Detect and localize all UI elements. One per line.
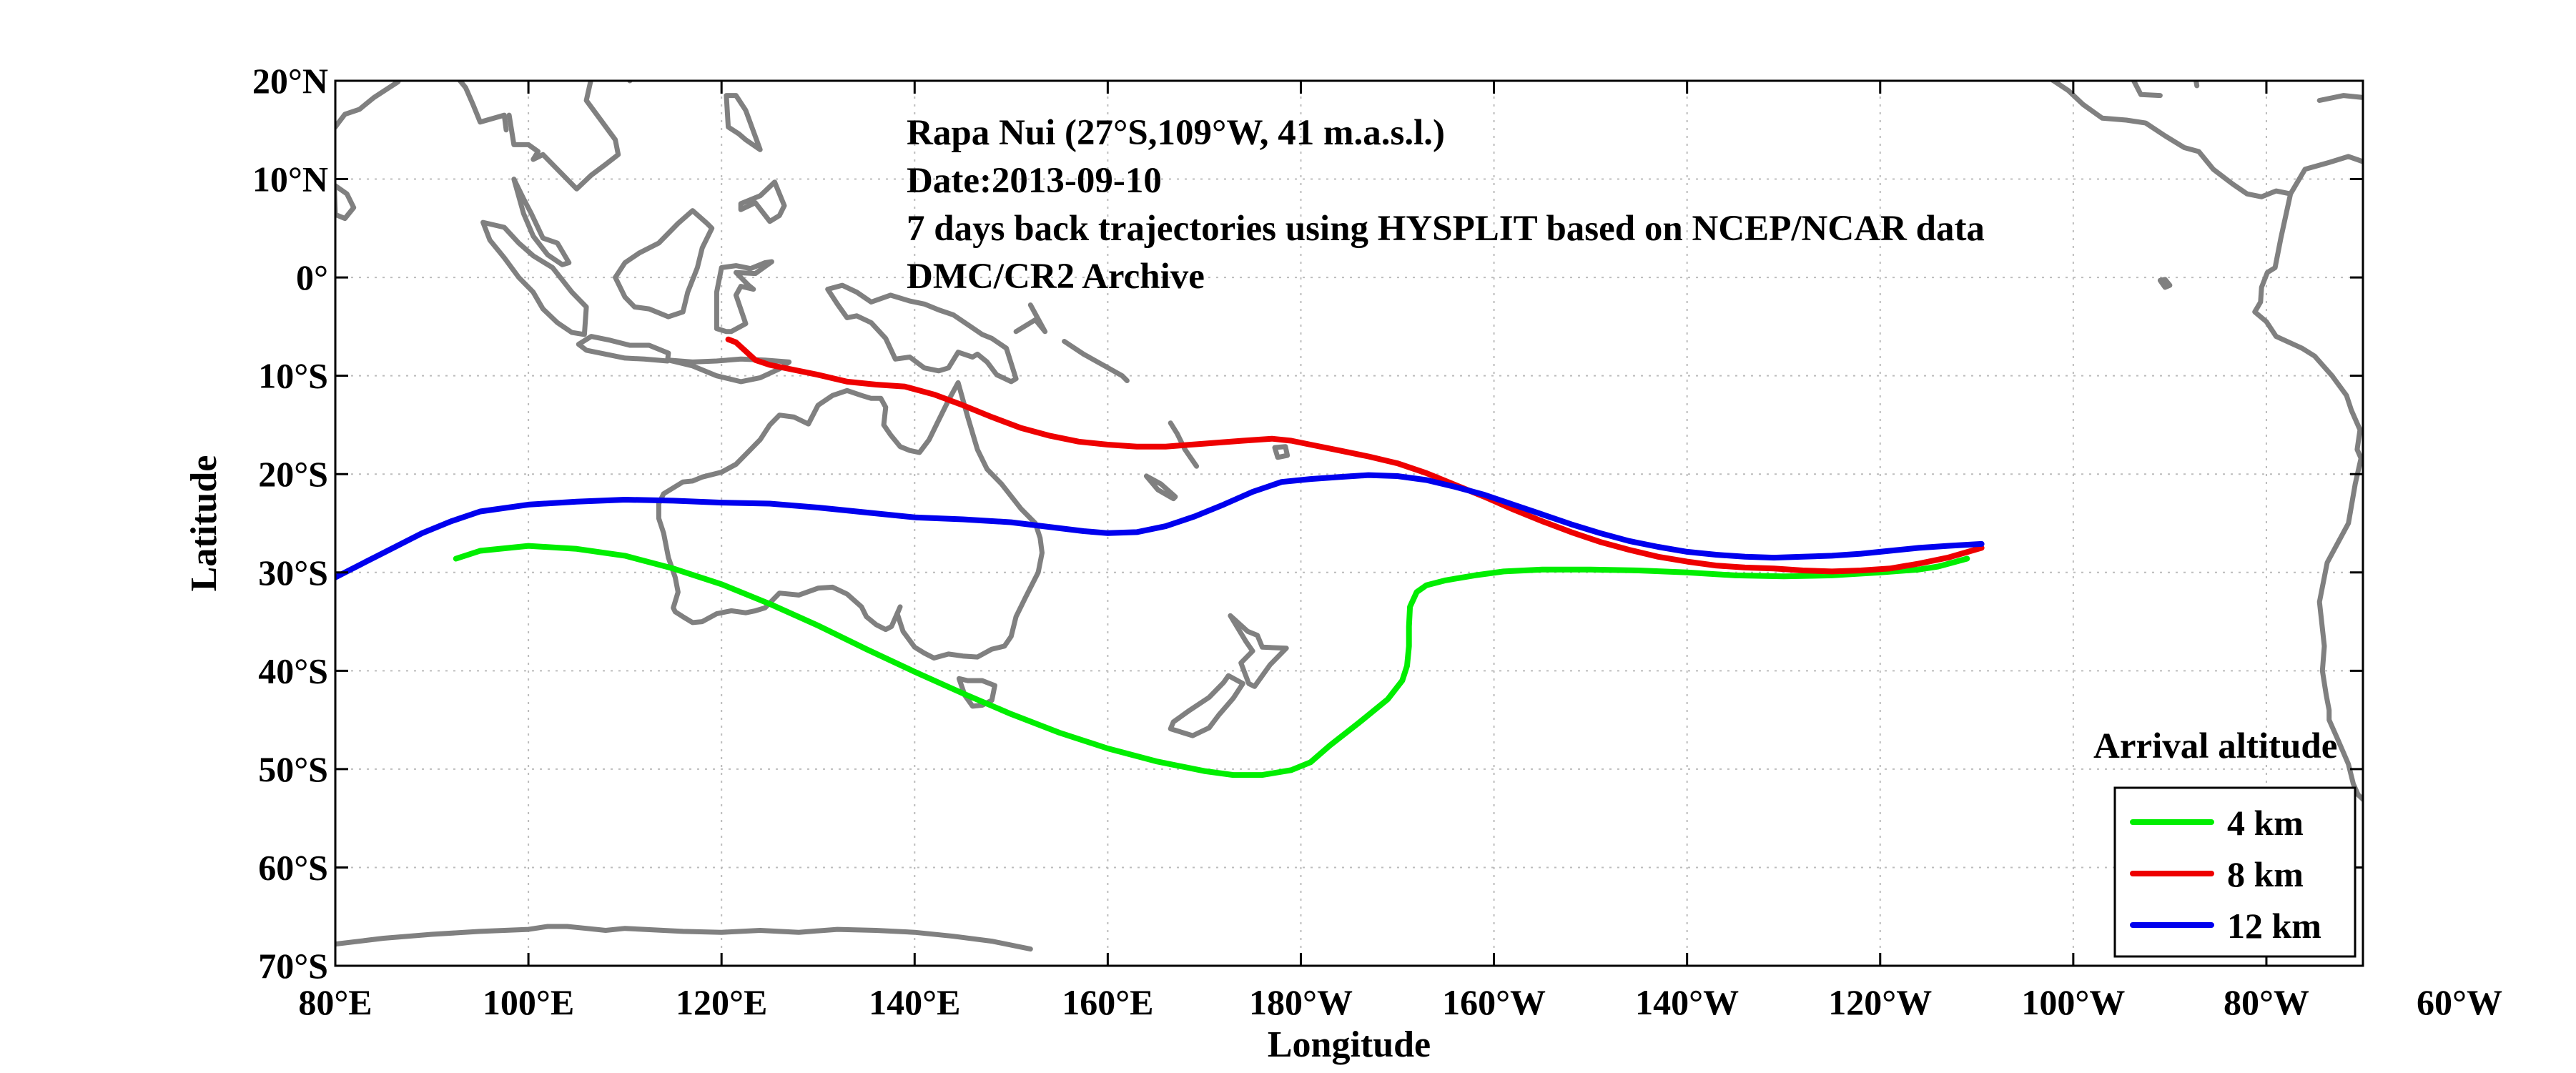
coastline-sulawesi: [714, 259, 774, 335]
coastline-fiji: [1272, 444, 1291, 460]
annotation-method: 7 days back trajectories using HYSPLIT b…: [907, 209, 1985, 249]
x-tick-label: 120°E: [676, 982, 767, 1022]
y-tick-labels: 20°N 10°N 0° 10°S 20°S 30°S 40°S 50°S 60°S 70°S: [252, 61, 328, 986]
coastline-new-zealand-south: [1168, 673, 1245, 738]
coastline-australia: [656, 380, 1045, 661]
annotation-site: Rapa Nui (27°S,109°W, 41 m.a.s.l.): [907, 113, 1445, 153]
y-tick-label: 70°S: [258, 946, 328, 986]
coastline-caribbean: [2316, 93, 2363, 103]
coastline-layer: [335, 81, 2489, 966]
x-tick-label: 100°E: [483, 982, 574, 1022]
x-tick-label: 140°W: [1635, 982, 1739, 1022]
coastline-solomon-islands: [1062, 339, 1130, 383]
grid-lines: [335, 81, 2363, 966]
legend-title: Arrival altitude: [2093, 726, 2337, 766]
y-tick-label: 10°N: [252, 159, 328, 199]
coastline-south-america: [2252, 154, 2363, 803]
x-tick-label: 160°W: [1442, 982, 1546, 1022]
y-tick-label: 20°S: [258, 454, 328, 494]
legend-label-4km: 4 km: [2227, 803, 2304, 843]
x-tick-label: 100°W: [2021, 982, 2125, 1022]
x-axis-title: Longitude: [1268, 1024, 1431, 1065]
coastline-philippines: [724, 93, 763, 152]
coastline-borneo: [613, 208, 715, 320]
coastline-new-caledonia: [1143, 473, 1178, 502]
trajectory-layer: [335, 336, 1985, 778]
coastline-java: [576, 334, 671, 364]
coastline-new-zealand-north: [1228, 613, 1289, 689]
legend-label-8km: 8 km: [2227, 854, 2304, 894]
coastline-yucatan: [2131, 81, 2200, 99]
y-axis-title: Latitude: [184, 455, 224, 592]
coastline-tasmania: [956, 676, 997, 709]
coastline-new-guinea: [825, 282, 1019, 385]
coastline-india-burma: [335, 81, 509, 133]
x-tick-label: 80°E: [298, 982, 372, 1022]
y-tick-label: 40°S: [258, 651, 328, 691]
y-tick-label: 0°: [296, 257, 328, 297]
y-tick-label: 50°S: [258, 749, 328, 789]
coastline-indochina: [506, 81, 633, 192]
y-tick-label: 60°S: [258, 847, 328, 887]
legend: 4 km 8 km 12 km: [2113, 786, 2357, 958]
x-tick-label: 180°W: [1249, 982, 1353, 1022]
y-tick-label: 20°N: [252, 61, 328, 101]
coastline-vanuatu: [1168, 420, 1200, 469]
coastline-sri-lanka: [335, 182, 357, 222]
x-tick-label: 120°W: [1828, 982, 1932, 1022]
x-tick-label: 160°E: [1062, 982, 1153, 1022]
annotation-date: Date:2013-09-10: [907, 161, 1162, 201]
x-tick-label: 140°E: [869, 982, 960, 1022]
trajectory-12-km: [335, 472, 1985, 580]
coastline-bismarck: [1013, 302, 1048, 335]
y-tick-label: 10°S: [258, 356, 328, 396]
legend-label-12km: 12 km: [2227, 906, 2321, 946]
x-tick-label: 80°W: [2224, 982, 2309, 1022]
x-tick-label: 60°W: [2417, 982, 2502, 1022]
trajectory-8-km: [725, 336, 1985, 575]
trajectory-4-km: [453, 543, 1970, 778]
plot-frame: [334, 79, 2364, 967]
annotation-archive: DMC/CR2 Archive: [907, 257, 1205, 297]
x-tick-labels: 80°E 100°E 120°E 140°E 160°E 180°W 160°W 140°W 1…: [298, 982, 2502, 1022]
coastline-mindanao: [738, 179, 787, 224]
coastline-antarctica-west: [335, 924, 1033, 952]
coastline-antarctic-peninsula: [2382, 899, 2489, 966]
y-tick-label: 30°S: [258, 553, 328, 593]
coastline-central-america: [2048, 81, 2294, 199]
coastline-galapagos: [2157, 277, 2173, 290]
coastline-malay-peninsula: [511, 177, 572, 267]
coastline-sumatra: [480, 219, 589, 337]
annotation-block: Rapa Nui (27°S,109°W, 41 m.a.s.l.) Date:…: [907, 113, 1985, 297]
